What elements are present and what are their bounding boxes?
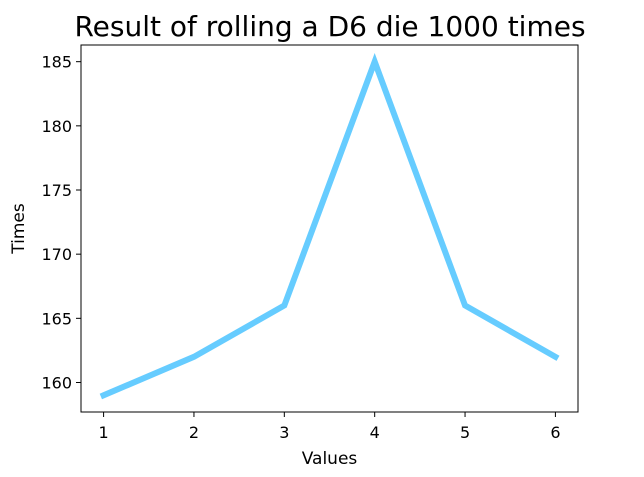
x-tick-label: 4 <box>370 423 380 442</box>
series-line <box>99 53 560 400</box>
x-tick-label: 2 <box>189 423 199 442</box>
y-tick-label: 180 <box>41 117 72 136</box>
x-tick-label: 3 <box>279 423 289 442</box>
y-axis-label: Times <box>9 203 29 255</box>
x-tick-label: 5 <box>460 423 470 442</box>
axes-frame <box>80 44 579 413</box>
x-tick-label: 6 <box>550 423 560 442</box>
x-axis-label: Values <box>302 449 358 469</box>
y-tick-label: 170 <box>41 245 72 264</box>
axis-ticks: 1 2 3 4 5 6 160 165 170 175 180 185 <box>41 53 560 442</box>
y-tick-label: 160 <box>41 373 72 392</box>
y-tick-label: 165 <box>41 309 72 328</box>
x-tick-label: 1 <box>98 423 108 442</box>
y-tick-label: 175 <box>41 181 72 200</box>
plot-area <box>99 53 560 400</box>
y-tick-label: 185 <box>41 53 72 72</box>
chart-title: Result of rolling a D6 die 1000 times <box>74 10 585 43</box>
